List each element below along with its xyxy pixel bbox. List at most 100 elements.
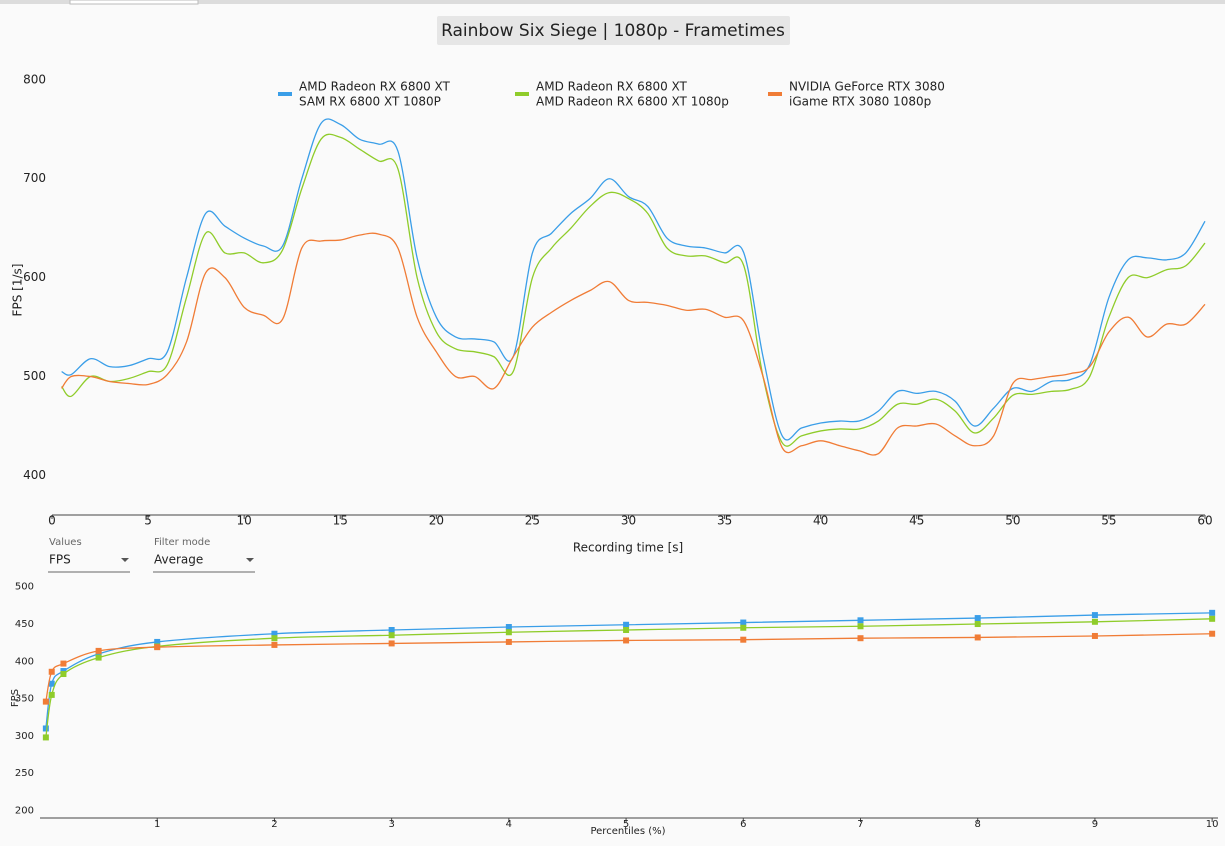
point-marker bbox=[42, 698, 49, 705]
y-tick-label: 250 bbox=[15, 768, 34, 779]
point-marker bbox=[974, 634, 981, 641]
y-tick-label: 400 bbox=[23, 468, 46, 482]
point-marker bbox=[388, 632, 395, 639]
point-marker bbox=[271, 630, 278, 637]
y-tick-label: 700 bbox=[23, 171, 46, 185]
point-marker bbox=[42, 725, 49, 732]
x-tick-label: 40 bbox=[813, 514, 828, 528]
tab[interactable] bbox=[69, 0, 199, 5]
point-marker bbox=[857, 617, 864, 624]
values-dropdown[interactable]: Values FPS bbox=[48, 537, 130, 573]
x-tick-label: 5 bbox=[623, 819, 629, 830]
series-line bbox=[61, 133, 1206, 447]
x-tick-label: 7 bbox=[857, 819, 863, 830]
y-tick-label: 300 bbox=[15, 731, 34, 742]
x-tick-label: 20 bbox=[429, 514, 444, 528]
point-marker bbox=[623, 627, 630, 633]
y-tick-label: 800 bbox=[23, 72, 46, 86]
dropdown-arrow bbox=[246, 558, 254, 562]
x-tick-label: 0 bbox=[48, 514, 56, 528]
tab-strip bbox=[0, 0, 1225, 4]
point-marker bbox=[1091, 618, 1098, 625]
x-tick-label: 45 bbox=[909, 514, 924, 528]
y-axis-label: FPS [1/s] bbox=[11, 264, 25, 317]
y-tick-label: 200 bbox=[15, 806, 34, 817]
point-marker bbox=[48, 668, 55, 675]
x-tick-label: 2 bbox=[271, 819, 277, 830]
point-marker bbox=[154, 638, 161, 645]
series-line bbox=[61, 118, 1206, 441]
y-tick-label: 500 bbox=[23, 369, 46, 383]
point-marker bbox=[48, 680, 55, 687]
point-marker bbox=[740, 636, 747, 643]
legend-label: NVIDIA GeForce RTX 3080 bbox=[789, 80, 945, 94]
point-marker bbox=[271, 635, 278, 642]
y-tick-label: 400 bbox=[15, 656, 34, 667]
legend-label: AMD Radeon RX 6800 XT bbox=[536, 80, 688, 94]
point-marker bbox=[95, 654, 102, 661]
filter-dropdown[interactable]: Filter mode Average bbox=[153, 537, 255, 573]
y-tick-label: 450 bbox=[15, 619, 34, 630]
x-tick-label: 9 bbox=[1092, 819, 1098, 830]
point-marker bbox=[1091, 632, 1098, 639]
x-tick-label: 25 bbox=[525, 514, 540, 528]
point-marker bbox=[388, 627, 395, 633]
x-tick-label: 5 bbox=[144, 514, 152, 528]
legend-detail: iGame RTX 3080 1080p bbox=[789, 95, 931, 109]
x-tick-label: 1 bbox=[154, 819, 160, 830]
x-tick-label: 15 bbox=[333, 514, 348, 528]
point-marker bbox=[42, 734, 49, 741]
control-value: Average bbox=[154, 553, 203, 567]
x-tick-label: 35 bbox=[717, 514, 732, 528]
legend-label: AMD Radeon RX 6800 XT bbox=[299, 80, 451, 94]
control-value: FPS bbox=[49, 553, 71, 567]
point-marker bbox=[154, 644, 161, 651]
point-marker bbox=[740, 624, 747, 631]
point-marker bbox=[974, 615, 981, 622]
point-marker bbox=[1091, 612, 1098, 619]
point-marker bbox=[505, 638, 512, 645]
point-marker bbox=[623, 621, 630, 628]
point-marker bbox=[505, 624, 512, 631]
point-marker bbox=[1209, 615, 1216, 622]
x-axis-label: Recording time [s] bbox=[573, 541, 683, 555]
x-tick-label: 55 bbox=[1101, 514, 1116, 528]
point-marker bbox=[857, 623, 864, 630]
point-marker bbox=[1209, 630, 1216, 637]
point-marker bbox=[1209, 609, 1216, 616]
y-tick-label: 500 bbox=[15, 582, 34, 593]
y-tick-label: 350 bbox=[15, 694, 34, 705]
y-tick-label: 600 bbox=[23, 270, 46, 284]
point-marker bbox=[388, 640, 395, 647]
point-marker bbox=[95, 647, 102, 654]
x-tick-label: 50 bbox=[1005, 514, 1020, 528]
point-marker bbox=[60, 660, 67, 667]
point-marker bbox=[623, 637, 630, 644]
y-axis-label: FPS bbox=[10, 689, 21, 707]
x-tick-label: 3 bbox=[388, 819, 394, 830]
point-marker bbox=[48, 691, 55, 698]
point-marker bbox=[60, 671, 67, 678]
control-label: Values bbox=[49, 537, 82, 548]
point-marker bbox=[857, 635, 864, 642]
x-tick-label: 8 bbox=[975, 819, 981, 830]
legend-detail: SAM RX 6800 XT 1080P bbox=[299, 95, 441, 109]
x-tick-label: 4 bbox=[506, 819, 512, 830]
x-tick-label: 10 bbox=[1206, 819, 1219, 830]
x-tick-label: 10 bbox=[237, 514, 252, 528]
chart-title: Rainbow Six Siege | 1080p - Frametimes bbox=[441, 21, 785, 41]
x-tick-label: 30 bbox=[621, 514, 636, 528]
point-marker bbox=[974, 621, 981, 628]
point-marker bbox=[740, 619, 747, 626]
x-tick-label: 6 bbox=[740, 819, 746, 830]
x-axis-label: Percentiles (%) bbox=[590, 826, 665, 837]
point-marker bbox=[505, 629, 512, 636]
dropdown-arrow bbox=[121, 558, 129, 562]
title-box bbox=[437, 16, 790, 45]
series-line bbox=[61, 232, 1206, 456]
point-marker bbox=[271, 641, 278, 648]
x-tick-label: 60 bbox=[1197, 514, 1212, 528]
control-label: Filter mode bbox=[154, 537, 210, 548]
